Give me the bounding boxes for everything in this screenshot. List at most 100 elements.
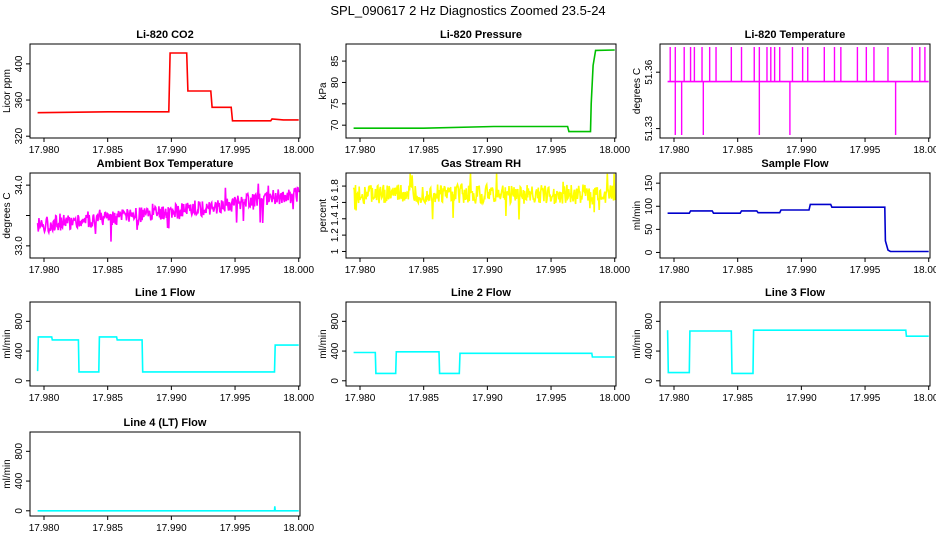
x-tick-label: 17.980 (345, 265, 376, 276)
plot-frame (345, 172, 617, 259)
panel-title: Li-820 CO2 (136, 29, 193, 41)
plot-frame (659, 43, 931, 139)
y-tick-label: 0 (644, 249, 655, 255)
x-tick-label: 17.990 (156, 265, 187, 276)
panel-title: Line 3 Flow (765, 287, 825, 299)
figure-title: SPL_090617 2 Hz Diagnostics Zoomed 23.5-… (330, 3, 605, 18)
plot-frame (345, 43, 617, 139)
x-tick-label: 17.985 (408, 265, 439, 276)
x-tick-label: 17.990 (156, 145, 187, 156)
y-tick-label: 150 (644, 174, 655, 191)
x-tick-label: 17.980 (345, 393, 376, 404)
x-tick-label: 17.985 (92, 393, 123, 404)
panel-title: Line 1 Flow (135, 287, 195, 299)
y-tick-label: 400 (644, 342, 655, 359)
series-line (666, 329, 929, 375)
x-tick-label: 18.000 (283, 265, 314, 276)
y-axis-label: ml/min (318, 329, 329, 358)
y-tick-label: 320 (14, 127, 25, 144)
x-tick-label: 17.995 (536, 265, 567, 276)
y-tick-label: 800 (14, 313, 25, 330)
y-tick-label: 50 (644, 223, 655, 235)
y-tick-label: 800 (644, 313, 655, 330)
panels: Li-820 CO2 Licor ppm 320 360 400 17.980 17.985… (2, 29, 936, 534)
y-tick-label: 1.8 (330, 179, 341, 193)
y-tick-label: 0 (14, 378, 25, 384)
y-tick-label: 80 (330, 76, 341, 88)
y-tick-label: 75 (330, 98, 341, 110)
panel-co2: Li-820 CO2 Licor ppm 320 360 400 17.980 17.985… (2, 29, 314, 156)
y-tick-label: 51.36 (644, 59, 655, 84)
x-tick-label: 17.990 (156, 393, 187, 404)
y-axis-label: Licor ppm (2, 69, 13, 113)
y-tick-label: 0 (644, 378, 655, 384)
panel-title: Li-820 Temperature (745, 29, 846, 41)
panel-pressure: Li-820 Pressure kPa 70 75 80 85 17.980 17.985 17… (318, 29, 630, 156)
y-tick-label: 0 (14, 508, 25, 514)
y-tick-label: 1.4 (330, 211, 341, 225)
panel-licor_temp: Li-820 Temperature degrees C51.33 51.36 17.… (632, 29, 936, 156)
series-line (353, 49, 615, 133)
panel-line3: Line 3 Flow ml/min 0 400 800 17.980 17.985 17.9… (632, 287, 936, 404)
y-axis-label: ml/min (632, 201, 643, 230)
panel-box_temp: Ambient Box Temperature degrees C33.0 34.0… (2, 158, 314, 276)
y-tick-label: 70 (330, 119, 341, 131)
x-tick-label: 17.990 (156, 523, 187, 534)
x-tick-label: 17.985 (722, 145, 753, 156)
panel-line2: Line 2 Flow ml/min 0 400 800 17.980 17.985 17.9… (318, 287, 630, 404)
x-tick-label: 18.000 (283, 523, 314, 534)
y-tick-label: 360 (14, 91, 25, 108)
y-axis-label: ml/min (632, 329, 643, 358)
series-line (37, 506, 299, 512)
panel-title: Gas Stream RH (441, 158, 521, 170)
x-tick-label: 17.985 (408, 393, 439, 404)
panel-title: Line 4 (LT) Flow (124, 417, 207, 429)
y-tick-label: 0 (330, 378, 341, 384)
panel-title: Ambient Box Temperature (97, 158, 234, 170)
y-tick-label: 1.6 (330, 195, 341, 209)
x-tick-label: 17.995 (536, 145, 567, 156)
x-tick-label: 17.985 (408, 145, 439, 156)
x-tick-label: 18.000 (283, 393, 314, 404)
x-tick-label: 17.995 (850, 393, 881, 404)
y-tick-label: 400 (14, 55, 25, 72)
x-tick-label: 17.995 (850, 265, 881, 276)
x-tick-label: 17.990 (786, 265, 817, 276)
y-tick-label: 400 (14, 472, 25, 489)
x-tick-label: 17.995 (220, 265, 251, 276)
series-line (36, 336, 299, 373)
y-tick-label: 1 (330, 248, 341, 254)
x-tick-label: 17.995 (850, 145, 881, 156)
y-axis-label: degrees C (2, 192, 13, 238)
x-tick-label: 17.980 (659, 265, 690, 276)
panel-line1: Line 1 Flow ml/min 0 400 800 17.980 17.985 17.9… (2, 287, 314, 404)
y-tick-label: 800 (330, 313, 341, 330)
x-tick-label: 17.980 (659, 145, 690, 156)
x-tick-label: 18.000 (913, 145, 936, 156)
x-tick-label: 18.000 (913, 393, 936, 404)
panel-rh: Gas Stream RH percent 1 1.2 1.4 1.6 1.8 17.980 1… (318, 158, 630, 276)
x-tick-label: 18.000 (599, 265, 630, 276)
x-tick-label: 18.000 (913, 265, 936, 276)
y-tick-label: 33.0 (14, 236, 25, 256)
x-tick-label: 17.980 (29, 393, 60, 404)
panel-title: Li-820 Pressure (440, 29, 522, 41)
x-tick-label: 17.990 (786, 145, 817, 156)
series-line (36, 183, 300, 242)
x-tick-label: 17.995 (220, 145, 251, 156)
x-tick-label: 17.995 (220, 523, 251, 534)
y-axis-label: degrees C (632, 68, 643, 114)
y-tick-label: 800 (14, 443, 25, 460)
y-tick-label: 85 (330, 55, 341, 67)
x-tick-label: 17.990 (472, 393, 503, 404)
x-tick-label: 17.980 (659, 393, 690, 404)
y-tick-label: 51.33 (644, 116, 655, 141)
x-tick-label: 17.985 (92, 265, 123, 276)
y-tick-label: 34.0 (14, 175, 25, 195)
y-tick-label: 100 (644, 197, 655, 214)
x-tick-label: 17.980 (29, 145, 60, 156)
plot-frame (345, 301, 617, 387)
x-tick-label: 18.000 (599, 145, 630, 156)
x-tick-label: 18.000 (599, 393, 630, 404)
panel-title: Sample Flow (761, 158, 829, 170)
